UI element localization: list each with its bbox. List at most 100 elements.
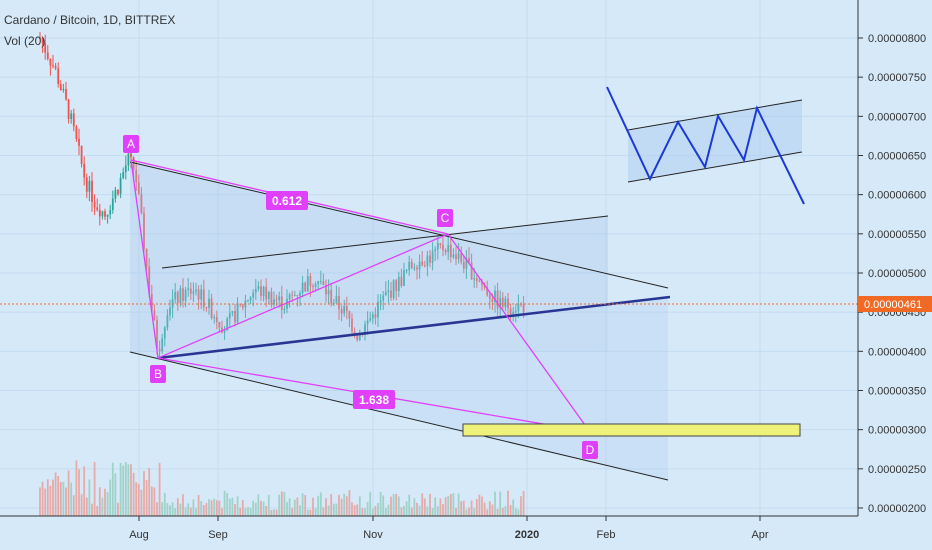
candle-body [109, 210, 112, 215]
candle-body [405, 270, 408, 272]
volume-bar [234, 504, 236, 516]
candle-body [317, 281, 320, 285]
time-tick-label: 2020 [515, 529, 539, 541]
volume-bar [75, 460, 78, 516]
candle-body [384, 292, 387, 296]
candle-body [252, 292, 255, 298]
volume-bar [273, 509, 275, 516]
volume-bar [345, 496, 348, 516]
volume-bar [174, 508, 177, 516]
chart-legend: Cardano / Bitcoin, 1D, BITTREX Vol (20) [4, 10, 175, 52]
candle-body [507, 298, 509, 309]
candle-body [494, 290, 496, 302]
volume-bar [436, 506, 439, 516]
volume-bar [408, 494, 411, 516]
volume-bar [184, 507, 187, 516]
volume-bar [80, 494, 83, 516]
pattern-point-c: C [437, 209, 453, 227]
volume-bar [421, 493, 424, 516]
candle-body [460, 253, 463, 262]
candle-body [104, 211, 106, 217]
volume-bar [85, 497, 88, 516]
candle-body [249, 297, 252, 301]
candle-body [356, 335, 359, 340]
candle-body [509, 308, 512, 315]
volume-bar [114, 473, 117, 516]
time-axis[interactable]: Aug Sep Nov 2020 Feb Apr [129, 516, 769, 541]
candle-body [465, 257, 468, 269]
volume-bar [78, 469, 80, 516]
candle-body [44, 43, 47, 53]
lower-channel-line [129, 351, 669, 481]
candle-body [327, 289, 330, 295]
candle-body [275, 299, 278, 301]
volume-bar [247, 507, 249, 516]
volume-bar [338, 494, 340, 516]
volume-bar [140, 489, 143, 516]
volume-bar [57, 476, 60, 516]
volume-bar [470, 500, 473, 516]
candle-body [291, 294, 294, 296]
volume-bar [148, 467, 151, 516]
volume-bar [213, 498, 216, 516]
volume-bar [257, 494, 260, 516]
candle-body [49, 58, 52, 66]
volume-bar [241, 500, 244, 516]
candle-body [153, 310, 156, 320]
candle-body [234, 311, 236, 323]
candle-body [174, 291, 177, 300]
candle-body [403, 270, 405, 286]
volume-bar [187, 503, 190, 516]
volume-bar [106, 492, 109, 516]
volume-bar [390, 496, 392, 516]
volume-bar [296, 497, 299, 516]
volume-bar [143, 471, 145, 516]
candle-body [187, 288, 190, 290]
support-trend-line [157, 295, 671, 360]
candle-body [280, 296, 283, 310]
volume-bar [98, 487, 101, 516]
volume-bar [517, 509, 520, 516]
volume-bar [423, 498, 426, 516]
candle-body [114, 189, 117, 199]
volume-bar [127, 464, 130, 516]
volume-bar [70, 482, 73, 516]
candle-body [62, 89, 65, 91]
candle-body [132, 157, 135, 170]
candle-body [512, 311, 515, 315]
flag-top-line [627, 99, 803, 131]
volume-bar [377, 502, 379, 516]
price-axis[interactable]: 0.00000800 0.00000750 0.00000700 0.00000650… [858, 33, 926, 515]
candle-body [491, 298, 494, 302]
volume-bar [465, 509, 468, 516]
volume-bar [88, 479, 91, 516]
volume-bar [322, 507, 325, 516]
price-tick-label: 0.00000800 [868, 33, 926, 45]
volume-bar [202, 505, 205, 516]
pattern-points: A B C D [123, 135, 598, 459]
candle-body [262, 286, 265, 297]
flag-fill [628, 100, 802, 182]
volume-bar [41, 481, 44, 516]
candle-body [273, 299, 275, 305]
volume-bar [325, 498, 327, 516]
candle-body [150, 294, 153, 311]
candle-body [148, 266, 151, 295]
volume-bar [291, 508, 294, 516]
candle-body [267, 291, 270, 300]
candle-body [410, 261, 413, 268]
candle-body [296, 294, 299, 296]
candle-body [377, 302, 379, 318]
candle-body [397, 276, 400, 292]
candle-body [161, 338, 164, 352]
candle-body [197, 289, 200, 300]
volume-bar [364, 508, 366, 516]
candle-body [145, 248, 148, 267]
candle-body [473, 278, 476, 280]
candle-body [59, 83, 62, 91]
candle-body [452, 254, 455, 258]
candle-body [57, 68, 60, 84]
candle-body [213, 317, 216, 319]
volume-bar [442, 504, 444, 516]
